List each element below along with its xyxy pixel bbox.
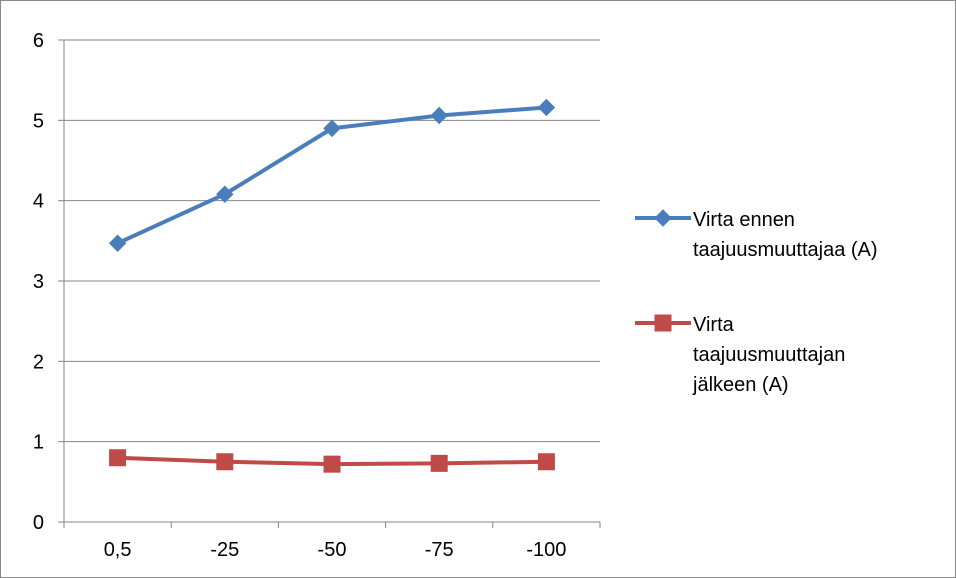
x-tick-label: -50 — [318, 539, 347, 561]
data-point — [323, 455, 341, 473]
data-point — [109, 449, 127, 467]
series-2 — [109, 449, 555, 473]
x-tick-labels: 0,5 -25 -50 -75 -100 — [104, 539, 567, 561]
legend-marker — [654, 209, 672, 227]
y-tick-label: 2 — [33, 351, 44, 373]
data-point — [108, 234, 127, 252]
legend-label: Virta — [693, 314, 735, 336]
data-point — [430, 454, 448, 472]
y-tick-label: 3 — [33, 271, 44, 293]
legend-entry: Virta taajuusmuuttajan jälkeen (A) — [635, 314, 845, 396]
y-tick-label: 1 — [33, 432, 44, 454]
legend-entry: Virta ennen taajuusmuuttajaa (A) — [635, 209, 878, 261]
data-point — [537, 453, 555, 471]
data-point — [216, 185, 234, 203]
data-point — [430, 106, 448, 125]
series — [108, 98, 556, 473]
series-1 — [108, 98, 556, 252]
y-tick-label: 4 — [33, 191, 44, 213]
data-point — [537, 98, 556, 117]
legend: Virta ennen taajuusmuuttajaa (A) Virta taaj… — [635, 209, 878, 396]
data-point — [216, 453, 234, 471]
x-tick-label: -75 — [425, 539, 454, 561]
x-tick-label: 0,5 — [104, 539, 132, 561]
x-tick-label: -100 — [526, 539, 566, 561]
axes — [58, 39, 601, 528]
y-tick-labels: 0 1 2 3 4 5 6 — [33, 30, 44, 534]
y-tick-label: 5 — [33, 110, 44, 132]
legend-label: taajuusmuuttajaa (A) — [693, 239, 878, 261]
legend-label: Virta ennen — [693, 209, 795, 231]
x-tick-label: -25 — [210, 539, 239, 561]
gridlines — [64, 39, 600, 443]
legend-label: taajuusmuuttajan — [693, 344, 845, 366]
y-tick-label: 0 — [33, 512, 44, 534]
y-tick-label: 6 — [33, 30, 44, 52]
legend-marker — [654, 314, 672, 332]
data-point — [323, 119, 341, 138]
legend-label: jälkeen (A) — [692, 374, 789, 396]
